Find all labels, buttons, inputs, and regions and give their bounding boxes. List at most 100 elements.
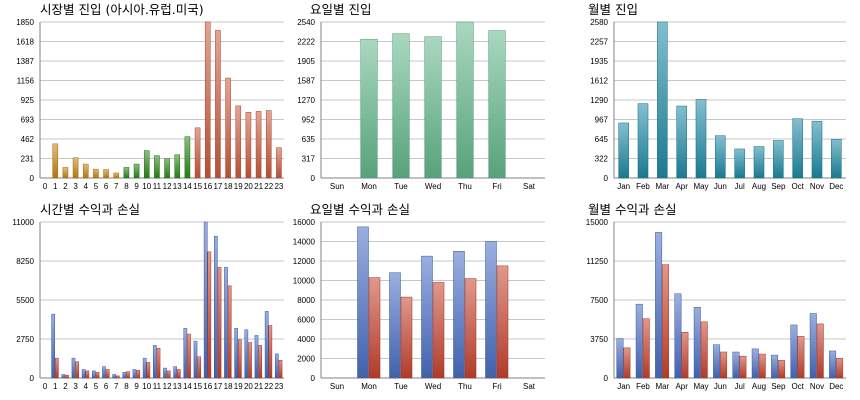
bar	[103, 169, 109, 179]
x-tick-label: Feb	[636, 182, 650, 191]
y-tick-label: 1156	[17, 77, 35, 86]
bar	[618, 122, 629, 179]
bar	[400, 296, 413, 379]
bar	[623, 347, 631, 379]
bar	[194, 127, 201, 179]
bar	[809, 313, 817, 379]
y-tick-label: 11000	[12, 218, 34, 227]
y-tick-label: 1387	[16, 57, 34, 66]
x-tick-label: Sat	[523, 382, 536, 391]
x-tick-label: 2	[63, 182, 68, 191]
bar	[52, 143, 59, 179]
bar	[143, 150, 150, 179]
bar	[203, 221, 208, 379]
x-tick-label: 3	[73, 382, 78, 391]
bar	[496, 265, 509, 379]
bar	[163, 367, 167, 379]
bar	[456, 21, 474, 179]
bar	[224, 267, 228, 379]
x-tick-label: 2	[63, 382, 68, 391]
bar	[700, 321, 708, 379]
bar	[713, 344, 721, 379]
y-tick-label: 7500	[590, 296, 608, 305]
bar	[173, 366, 177, 379]
bar	[662, 264, 670, 379]
x-tick-label: Fri	[492, 382, 502, 391]
y-tick-label: 8000	[297, 296, 315, 305]
y-tick-label: 635	[302, 135, 316, 144]
bar	[773, 140, 784, 179]
bar	[55, 357, 59, 379]
chart-title: 월별 수익과 손실	[588, 202, 676, 217]
chart-svg: 월별 수익과 손실 0 3750 7500 11250 15000 Jan Feb Mar Ap…	[586, 202, 846, 391]
x-tick-label: May	[693, 182, 708, 191]
bar	[676, 105, 687, 179]
bar	[829, 350, 837, 379]
chart-title: 시장별 진입 (아시아.유럽.미국)	[40, 2, 204, 17]
x-tick-label: 15	[193, 182, 202, 191]
x-tick-label: Apr	[675, 182, 688, 191]
x-tick-label: 16	[203, 182, 212, 191]
x-tick-label: Thu	[458, 182, 472, 191]
chart-svg: 월별 진입 0 322 645 967 1290 1612 1935 2257 2580 Jan F…	[588, 2, 846, 191]
y-tick-label: 1612	[590, 77, 608, 86]
bar	[183, 328, 188, 379]
bar	[177, 369, 181, 379]
bar	[255, 111, 262, 179]
x-tick-label: 20	[244, 182, 253, 191]
bar	[432, 282, 445, 379]
x-tick-label: Sun	[330, 182, 344, 191]
y-tick-label: 2000	[297, 355, 315, 364]
bar	[116, 375, 120, 379]
x-tick-label: Mon	[361, 182, 377, 191]
x-tick-label: Tue	[394, 182, 408, 191]
bar	[488, 30, 506, 179]
y-tick-label: 462	[21, 135, 35, 144]
bar	[751, 348, 759, 379]
bar	[635, 303, 643, 379]
y-tick-label: 1618	[16, 38, 34, 47]
y-tick-label: 2222	[297, 38, 315, 47]
y-tick-label: 2257	[590, 38, 608, 47]
bar	[424, 36, 442, 179]
x-tick-label: 23	[274, 182, 283, 191]
y-tick-label: 925	[21, 96, 35, 105]
x-tick-label: Jun	[714, 382, 727, 391]
chart-pnl-by-weekday: 요일별 수익과 손실 0 2000 4000 6000 8000 10000 12000 14…	[287, 200, 573, 400]
y-tick-label: 231	[21, 155, 35, 164]
y-tick-label: 0	[30, 174, 35, 183]
bar	[268, 325, 273, 379]
bar	[715, 135, 726, 179]
chart-title: 요일별 수익과 손실	[310, 202, 410, 217]
x-tick-label: 4	[84, 182, 89, 191]
x-tick-label: Sun	[330, 382, 344, 391]
bar	[778, 360, 786, 379]
bar	[174, 154, 181, 179]
bar	[674, 293, 682, 379]
bar	[122, 372, 127, 379]
bar	[51, 313, 55, 379]
x-tick-label: 0	[43, 182, 48, 191]
bar	[265, 110, 272, 179]
bar	[464, 278, 477, 379]
bar	[225, 77, 231, 179]
bar	[693, 307, 701, 379]
x-tick-label: 10	[142, 382, 151, 391]
y-tick-label: 645	[595, 135, 609, 144]
x-tick-label: 16	[203, 382, 212, 391]
bar	[248, 342, 252, 379]
bar	[655, 232, 663, 379]
chart-pnl-by-month: 월별 수익과 손실 0 3750 7500 11250 15000 Jan Feb Mar Ap…	[574, 200, 860, 400]
x-tick-label: 18	[224, 182, 233, 191]
y-tick-label: 2580	[590, 18, 608, 27]
x-tick-label: 8	[124, 382, 129, 391]
bar	[811, 120, 823, 179]
bar	[95, 372, 100, 379]
chart-svg: 요일별 진입 0 317 635 952 1270 1587 1905 2222 2540 Sun…	[297, 2, 545, 191]
y-tick-label: 6000	[297, 316, 315, 325]
bar	[758, 353, 766, 379]
x-tick-label: Aug	[752, 182, 766, 191]
x-tick-label: 13	[173, 182, 182, 191]
